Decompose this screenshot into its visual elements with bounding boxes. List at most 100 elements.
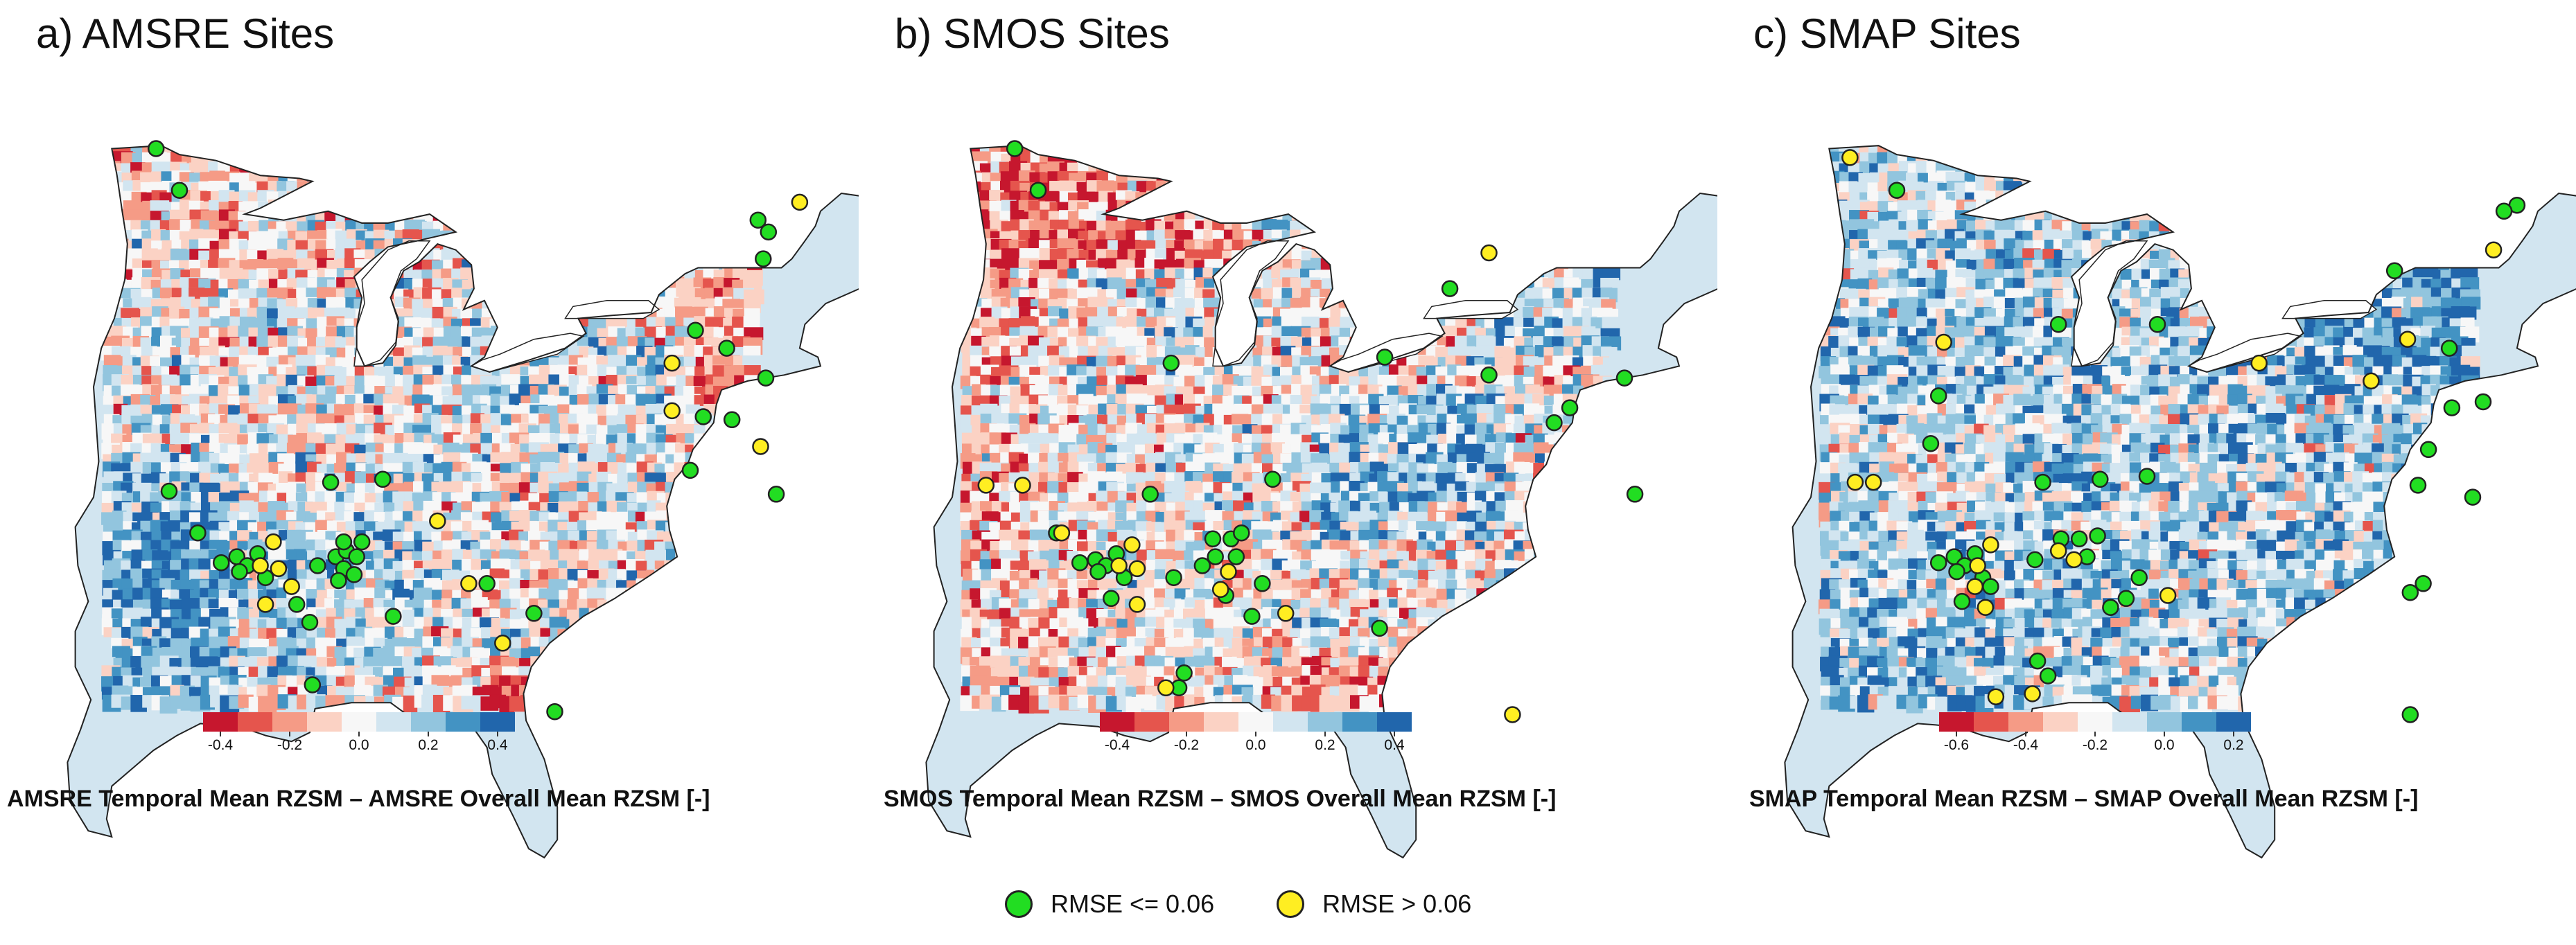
site-marker-good: [2415, 575, 2432, 592]
panel-smap: c) SMAP Sites -0.6 -0.4 -0.2 0.0 0.2 SMAP Te…: [1717, 0, 2576, 859]
colorbar-swatch: [2147, 712, 2182, 732]
site-marker-bad: [1123, 536, 1141, 554]
site-marker-bad: [1977, 599, 1995, 616]
site-marker-good: [2443, 399, 2461, 416]
site-marker-good: [231, 563, 248, 581]
panel-title: a) AMSRE Sites: [36, 10, 335, 57]
colorbar-swatch: [2078, 712, 2112, 732]
site-marker-bad: [2485, 241, 2503, 258]
site-marker-good: [478, 575, 496, 592]
site-marker-good: [2026, 551, 2044, 569]
map-caption: SMAP Temporal Mean RZSM – SMAP Overall M…: [1749, 786, 2419, 812]
site-marker-bad: [1053, 524, 1071, 542]
legend-label-bad: RMSE > 0.06: [1322, 890, 1472, 918]
region-outline: [925, 145, 1717, 859]
colorbar-tick-label: -0.4: [2013, 737, 2039, 753]
colorbar-tick-label: 0.2: [2223, 737, 2244, 753]
site-marker-good: [1929, 554, 1947, 572]
colorbar-tick-mark: [2025, 732, 2026, 736]
site-marker-bad: [2159, 587, 2177, 604]
site-marker-bad: [2024, 685, 2041, 703]
site-marker-bad: [977, 477, 995, 494]
site-marker-good: [1626, 486, 1644, 503]
colorbar-swatch: [480, 712, 515, 732]
site-marker-good: [2039, 667, 2057, 685]
site-marker-good: [1233, 524, 1250, 542]
map-caption: AMSRE Temporal Mean RZSM – AMSRE Overall…: [7, 786, 710, 812]
site-marker-good: [2049, 315, 2067, 333]
site-marker-good: [1561, 399, 1579, 416]
site-marker-good: [1175, 664, 1193, 682]
site-marker-bad: [1504, 706, 1521, 723]
site-marker-bad: [1128, 560, 1146, 578]
site-marker-good: [304, 676, 322, 694]
colorbar-swatches: [1100, 712, 1412, 732]
colorbar-tick-label: -0.4: [207, 737, 234, 753]
colorbar-tick-mark: [497, 732, 498, 736]
colorbar-swatch: [2008, 712, 2043, 732]
site-marker-good: [1371, 619, 1388, 637]
colorbar-tick-mark: [289, 732, 290, 736]
colorbar-ticks: -0.4 -0.2 0.0 0.2 0.4: [203, 732, 515, 753]
site-marker-good: [2092, 470, 2109, 488]
colorbar-tick-label: -0.2: [277, 737, 303, 753]
legend-label-good: RMSE <= 0.06: [1051, 890, 1215, 918]
site-marker-good: [2029, 652, 2047, 670]
colorbar-swatch: [238, 712, 272, 732]
colorbar-swatch: [307, 712, 342, 732]
site-marker-good: [546, 703, 563, 721]
colorbar-tick-label: 0.0: [349, 737, 369, 753]
site-marker-bad: [1841, 149, 1859, 166]
colorbar-ticks: -0.4 -0.2 0.0 0.2 0.4: [1100, 732, 1412, 753]
colorbar-tick-mark: [220, 732, 221, 736]
region-outline: [1784, 145, 2576, 859]
site-marker-good: [1982, 578, 1999, 595]
colorbar-tick-mark: [1324, 732, 1326, 736]
site-marker-good: [2070, 530, 2088, 548]
site-marker-good: [1207, 548, 1224, 565]
site-marker-good: [2385, 262, 2403, 280]
region-outline: [67, 145, 859, 859]
panel-amsre: a) AMSRE Sites -0.4 -0.2 0.0 0.2 0.4 AMSRE T…: [0, 0, 859, 859]
site-marker-good: [1480, 366, 1498, 384]
site-marker-good: [385, 608, 402, 625]
colorbar-swatch: [272, 712, 307, 732]
site-marker-bad: [752, 438, 769, 455]
colorbar-tick-mark: [1956, 732, 1957, 736]
colorbar-tick-label: -0.4: [1104, 737, 1130, 753]
colorbar-swatch: [1342, 712, 1377, 732]
colorbar-swatch: [1939, 712, 1974, 732]
site-marker-good: [288, 596, 306, 613]
site-marker-good: [2409, 477, 2427, 494]
site-marker-good: [212, 554, 230, 572]
site-marker-good: [2419, 441, 2437, 459]
colorbar-swatch: [1238, 712, 1273, 732]
site-marker-good: [694, 408, 712, 425]
site-marker-good: [525, 605, 543, 622]
colorbar-swatch: [1134, 712, 1169, 732]
colorbar-swatch: [2112, 712, 2147, 732]
site-marker-good: [1071, 554, 1089, 572]
site-marker-good: [374, 470, 392, 488]
site-marker-good: [348, 548, 365, 565]
colorbar-swatches: [203, 712, 515, 732]
site-marker-good: [1162, 354, 1180, 372]
rzsm-map: [1784, 145, 2576, 859]
site-marker-bad: [494, 635, 511, 652]
site-marker-good: [1204, 530, 1222, 548]
colorbar-swatch: [1273, 712, 1308, 732]
site-marker-good: [147, 140, 165, 157]
colorbar-swatch: [1204, 712, 1238, 732]
site-marker-good: [2130, 569, 2148, 586]
colorbar-swatch: [1308, 712, 1342, 732]
colorbar-tick-label: 0.4: [487, 737, 508, 753]
site-marker-bad: [1987, 688, 2005, 705]
site-marker-bad: [1982, 536, 1999, 554]
site-marker-bad: [1864, 473, 1882, 491]
site-marker-good: [1254, 575, 1271, 592]
colorbar-tick-mark: [1255, 732, 1256, 736]
site-marker-bad: [265, 533, 282, 551]
site-marker-bad: [2049, 542, 2067, 560]
site-marker-good: [1029, 182, 1047, 199]
colorbar-swatch: [1377, 712, 1412, 732]
